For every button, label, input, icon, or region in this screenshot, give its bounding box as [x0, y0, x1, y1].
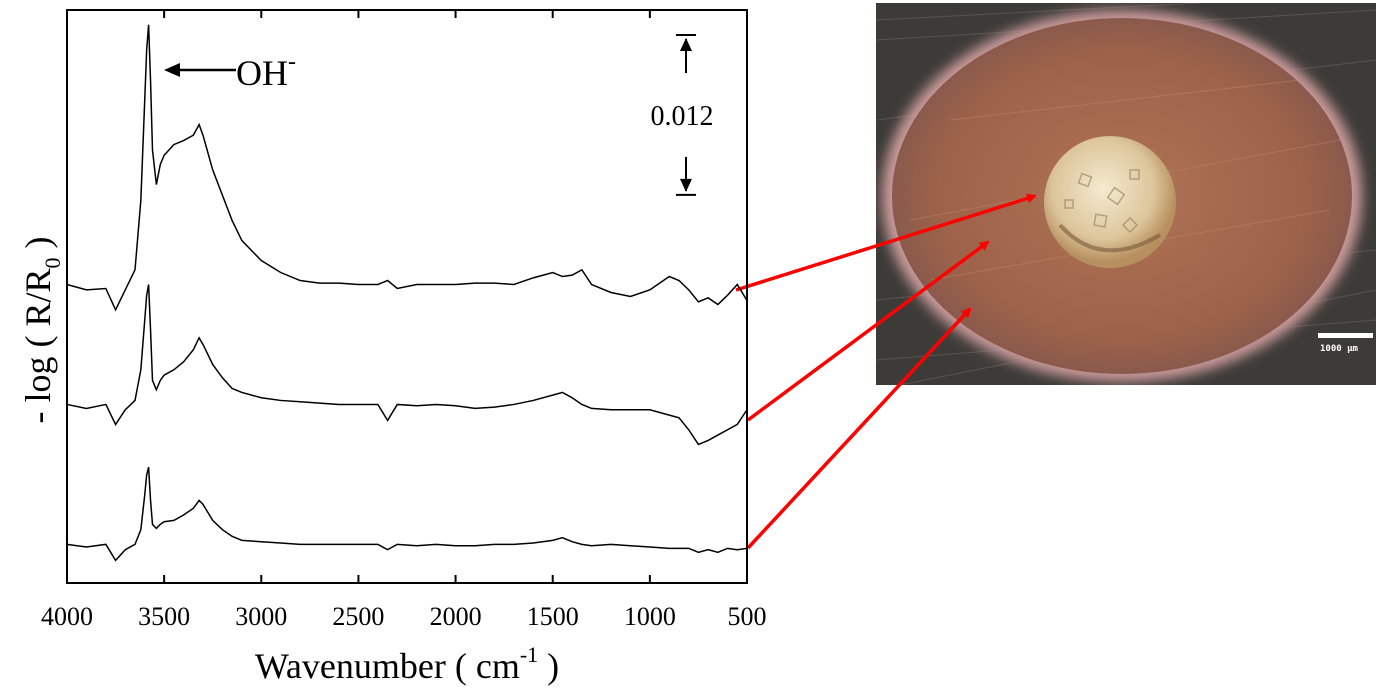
spectrum-line — [66, 466, 748, 562]
photo: 1000 µm — [876, 3, 1376, 385]
annotation-arrow-head — [164, 63, 180, 77]
x-axis-label-main: Wavenumber ( cm — [255, 646, 520, 686]
y-axis-label-sub: 0 — [40, 257, 65, 268]
x-axis-label-sup: -1 — [520, 642, 538, 667]
plot-frame — [66, 9, 748, 584]
annotation-text: OH — [236, 53, 288, 93]
x-tick-label: 3000 — [235, 602, 287, 631]
pointer-arrows — [735, 193, 1037, 550]
spectrum-line — [66, 284, 748, 446]
spectrum-line — [66, 24, 748, 312]
x-tick-label: 3500 — [138, 602, 190, 631]
annotation: OH- — [236, 49, 296, 93]
y-axis-label-end: ) — [18, 236, 58, 257]
y-axis-label: - log ( R/R0 ) — [18, 236, 65, 423]
x-tick-label: 1500 — [527, 602, 579, 631]
photo-scale-label: 1000 µm — [1320, 344, 1359, 354]
scale-bar-head — [680, 38, 692, 51]
scale-bar-head — [680, 178, 692, 192]
x-tick-label: 2000 — [430, 602, 482, 631]
x-tick-label: 500 — [728, 602, 767, 631]
x-tick-label: 2500 — [332, 602, 384, 631]
scale-bar-label: 0.012 — [651, 101, 714, 132]
y-axis-label-main: - log ( R/R — [18, 268, 58, 423]
annotation-sup: - — [288, 49, 296, 75]
x-axis-label: Wavenumber ( cm-1 ) — [255, 642, 559, 686]
x-axis-label-end: ) — [538, 646, 559, 686]
x-tick-label: 4000 — [41, 602, 93, 631]
x-tick-label: 1000 — [624, 602, 676, 631]
